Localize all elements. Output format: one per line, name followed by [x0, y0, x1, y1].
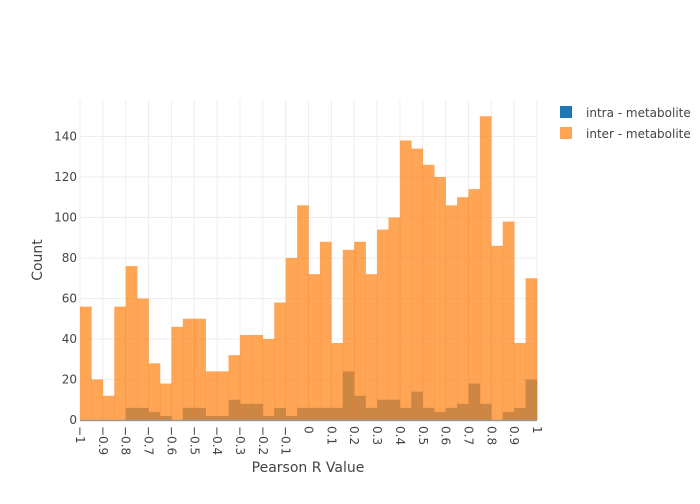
legend-swatch-inter [560, 127, 572, 139]
bar-inter[interactable] [365, 274, 378, 420]
legend-label-inter: inter - metabolite [586, 127, 691, 141]
bar-inter[interactable] [125, 266, 138, 420]
legend-label-intra: intra - metabolite [586, 106, 691, 120]
bar-inter[interactable] [194, 318, 206, 420]
x-tick-label: −0.2 [256, 426, 270, 455]
bars [80, 116, 538, 421]
x-tick-label: −0.6 [164, 426, 178, 455]
x-tick-label: 0.6 [439, 426, 453, 445]
x-tick-label: −0.3 [233, 426, 247, 455]
x-tick-label: 0.2 [347, 426, 361, 445]
bar-inter[interactable] [239, 334, 252, 420]
x-tick-label: 1 [530, 426, 544, 434]
y-tick-label: 0 [69, 413, 77, 427]
bar-inter[interactable] [491, 245, 504, 420]
bar-inter[interactable] [342, 249, 355, 420]
bar-inter[interactable] [182, 318, 195, 420]
x-tick-label: −0.7 [142, 426, 156, 455]
y-tick-label: 40 [62, 332, 77, 346]
bar-inter[interactable] [434, 176, 446, 420]
x-tick-label: 0.7 [461, 426, 475, 445]
bar-inter[interactable] [319, 241, 332, 420]
bar-inter[interactable] [228, 355, 241, 420]
bar-inter[interactable] [308, 274, 321, 420]
bar-inter[interactable] [354, 241, 366, 420]
x-tick-label: −0.8 [119, 426, 133, 455]
x-tick-label: 0 [302, 426, 316, 434]
x-tick-labels: −1 −0.9 −0.8 −0.7 −0.6 −0.5 −0.4 −0.3 −0.2 −0.1 0 0… [73, 426, 544, 455]
bar-inter[interactable] [445, 205, 458, 420]
x-tick-label: 0.4 [393, 426, 407, 445]
x-tick-label: 0.5 [416, 426, 430, 445]
bar-inter[interactable] [102, 395, 115, 420]
bar-inter[interactable] [331, 343, 344, 420]
bar-inter[interactable] [514, 343, 526, 420]
y-tick-label: 80 [62, 251, 77, 265]
y-tick-label: 120 [54, 170, 77, 184]
bar-inter[interactable] [457, 197, 469, 420]
x-tick-label: 0.1 [324, 426, 338, 445]
bar-inter[interactable] [422, 164, 435, 420]
bar-inter[interactable] [297, 205, 309, 420]
x-axis-label: Pearson R Value [252, 460, 365, 476]
y-tick-label: 20 [62, 372, 77, 386]
bar-inter[interactable] [148, 363, 161, 420]
x-tick-label: 0.9 [507, 426, 521, 445]
legend: intra - metabolite inter - metabolite [560, 106, 691, 141]
x-tick-label: −0.4 [210, 426, 224, 455]
bar-inter[interactable] [217, 371, 229, 420]
x-tick-label: −0.5 [187, 426, 201, 455]
y-tick-label: 140 [54, 129, 77, 143]
bar-inter[interactable] [91, 379, 104, 420]
x-tick-label: −0.1 [279, 426, 293, 455]
bar-inter[interactable] [399, 140, 412, 420]
y-tick-label: 60 [62, 291, 77, 305]
bar-inter[interactable] [479, 116, 492, 421]
legend-item-intra[interactable]: intra - metabolite [560, 106, 691, 120]
bar-inter[interactable] [274, 302, 286, 420]
y-tick-labels: 0 20 40 60 80 100 120 140 [54, 129, 77, 427]
bar-inter[interactable] [171, 326, 184, 420]
bar-inter[interactable] [377, 229, 389, 420]
x-tick-label: 0.3 [370, 426, 384, 445]
bar-inter[interactable] [205, 371, 218, 420]
bar-inter[interactable] [137, 298, 149, 420]
y-axis-label: Count [30, 239, 46, 281]
x-tick-label: −0.9 [96, 426, 110, 455]
bar-inter[interactable] [285, 257, 298, 420]
bar-inter[interactable] [502, 221, 515, 420]
bar-inter[interactable] [468, 189, 481, 420]
bar-inter[interactable] [411, 148, 424, 420]
bar-inter[interactable] [159, 383, 172, 420]
x-tick-label: −1 [73, 426, 87, 444]
legend-swatch-intra [560, 106, 572, 118]
bar-inter[interactable] [114, 306, 126, 420]
bar-inter[interactable] [251, 334, 264, 420]
x-tick-label: 0.8 [484, 426, 498, 445]
bar-inter[interactable] [262, 338, 275, 420]
legend-item-inter[interactable]: inter - metabolite [560, 127, 691, 141]
y-tick-label: 100 [54, 210, 77, 224]
bar-inter[interactable] [80, 306, 92, 420]
bar-inter[interactable] [525, 278, 538, 420]
bar-inter[interactable] [388, 217, 401, 420]
